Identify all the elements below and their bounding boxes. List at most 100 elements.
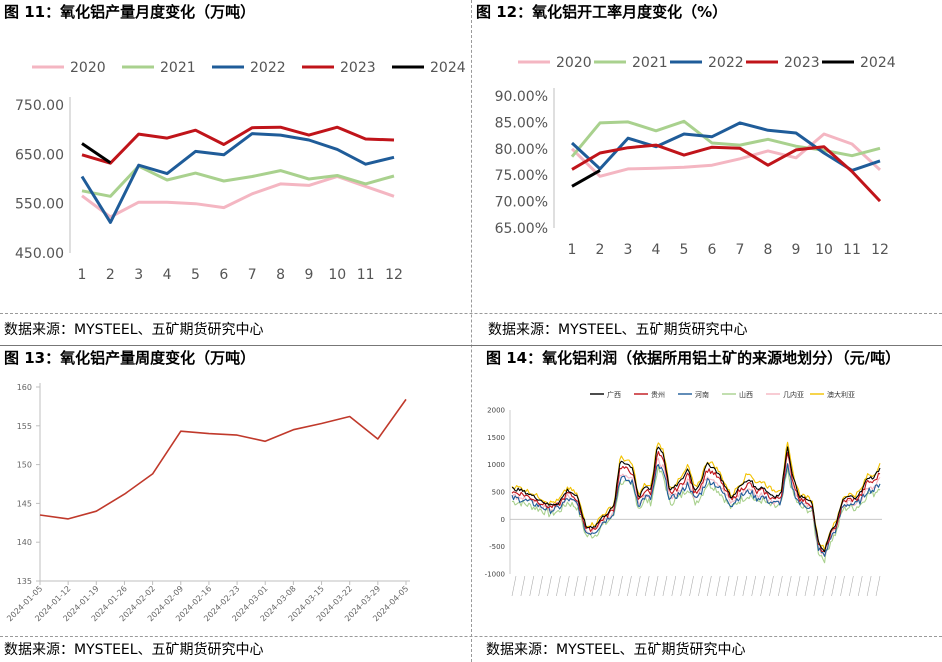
x-tick-mark xyxy=(831,575,836,597)
x-tick-mark xyxy=(769,575,774,597)
series-line-广西 xyxy=(511,446,881,553)
legend-label: 2021 xyxy=(160,60,196,76)
x-tick-label: 5 xyxy=(191,267,200,283)
x-tick-label: 8 xyxy=(276,267,285,283)
y-tick-label: 145 xyxy=(17,499,32,508)
x-tick-mark xyxy=(644,575,650,597)
figure-title: 图 11：氧化铝产量月度变化（万吨） xyxy=(4,3,256,21)
x-tick-mark xyxy=(520,575,526,597)
x-tick-mark xyxy=(662,575,668,597)
x-tick-mark xyxy=(627,575,632,597)
data-source: 数据来源：MYSTEEL、五矿期货研究中心 xyxy=(486,642,746,658)
x-tick-mark xyxy=(671,575,677,597)
x-tick-mark xyxy=(760,575,765,597)
y-tick-label: 500 xyxy=(492,489,505,497)
x-tick-label: 7 xyxy=(248,267,257,283)
x-tick-label: 4 xyxy=(652,242,661,258)
x-tick-mark xyxy=(556,575,561,597)
legend-label: 2023 xyxy=(784,55,820,71)
y-tick-label: 80.00% xyxy=(495,142,548,158)
x-tick-label: 3 xyxy=(134,267,143,283)
series-line-贵州 xyxy=(511,450,881,553)
x-tick-mark xyxy=(778,575,783,597)
x-tick-mark xyxy=(804,575,810,597)
y-tick-label: 650.00 xyxy=(15,147,64,163)
x-tick-label: 2 xyxy=(106,267,115,283)
y-tick-label: 85.00% xyxy=(495,115,548,131)
x-tick-label: 1 xyxy=(78,267,87,283)
y-tick-label: 135 xyxy=(17,577,32,586)
legend-label: 2024 xyxy=(860,55,896,71)
x-tick-mark xyxy=(866,575,872,597)
series-line-2024 xyxy=(81,142,112,164)
y-tick-label: 75.00% xyxy=(495,168,548,184)
x-tick-label: 11 xyxy=(357,267,375,283)
legend-label: 澳大利亚 xyxy=(827,390,855,399)
x-tick-mark xyxy=(840,575,845,597)
x-tick-mark xyxy=(822,575,828,597)
legend-label: 贵州 xyxy=(651,390,665,399)
panel-fig14: 图 14：氧化铝利润（依据所用铝土矿的来源地划分）（元/吨） 广西 贵州 河南 山西 几… xyxy=(472,346,942,662)
vertical-separator xyxy=(471,0,472,662)
weekly-output-chart: 1351401451501551602024-01-052024-01-1220… xyxy=(5,383,410,623)
x-tick-mark xyxy=(707,575,712,597)
panel-fig11: 图 11：氧化铝产量月度变化（万吨） 2020 2021 2022 2023 2024 4… xyxy=(0,0,471,345)
legend-label: 2020 xyxy=(70,60,106,76)
x-tick-label: 3 xyxy=(624,242,633,258)
x-tick-mark xyxy=(591,575,597,597)
y-tick-label: 90.00% xyxy=(495,89,548,105)
x-tick-mark xyxy=(751,575,757,597)
operating-rate-chart: 2020 2021 2022 2023 2024 65.00% 70.00% 75.00% 80… xyxy=(495,55,896,258)
x-tick-mark xyxy=(715,575,721,597)
profit-chart: 广西 贵州 河南 山西 几内亚 澳大利亚 -1000 -500 0 500 1000 1500 2000 xyxy=(485,390,882,597)
x-tick-mark xyxy=(609,575,614,597)
x-tick-mark xyxy=(857,575,863,597)
figure-title: 图 14：氧化铝利润（依据所用铝土矿的来源地划分）（元/吨） xyxy=(486,349,901,367)
figure-title: 图 13：氧化铝产量周度变化（万吨） xyxy=(4,349,256,367)
y-tick-label: 1500 xyxy=(487,434,505,442)
x-tick-mark xyxy=(538,575,543,597)
series-line-山西 xyxy=(511,465,881,564)
x-tick-mark xyxy=(813,575,819,597)
x-tick-mark xyxy=(689,575,694,597)
y-tick-label: 160 xyxy=(17,383,32,392)
legend-label: 2020 xyxy=(556,55,592,71)
data-source: 数据来源：MYSTEEL、五矿期货研究中心 xyxy=(4,322,264,338)
y-tick-label: -1000 xyxy=(485,571,505,579)
x-tick-mark xyxy=(547,575,552,597)
x-tick-label: 8 xyxy=(764,242,773,258)
y-tick-label: 450.00 xyxy=(15,246,64,262)
series-line-2021 xyxy=(81,164,395,198)
x-tick-mark xyxy=(573,575,579,597)
x-tick-label: 4 xyxy=(163,267,172,283)
y-tick-label: 1000 xyxy=(487,461,505,469)
series-line-澳大利亚 xyxy=(511,441,881,551)
series-line-2024 xyxy=(571,169,601,188)
y-tick-label: 750.00 xyxy=(15,98,64,114)
y-tick-label: 150 xyxy=(17,461,32,470)
legend-label: 2022 xyxy=(250,60,286,76)
x-tick-mark xyxy=(529,575,535,597)
series-line-2020 xyxy=(570,132,882,178)
x-tick-mark xyxy=(875,575,881,597)
series-line xyxy=(39,398,407,520)
y-tick-label: 70.00% xyxy=(495,195,548,211)
x-tick-mark xyxy=(618,575,623,597)
legend-label: 2022 xyxy=(708,55,744,71)
series-line-几内亚 xyxy=(511,457,881,557)
y-tick-label: 2000 xyxy=(487,407,505,415)
x-tick-label: 1 xyxy=(568,242,577,258)
x-tick-label: 12 xyxy=(871,242,889,258)
series-line-河南 xyxy=(511,463,881,557)
x-tick-label: 10 xyxy=(328,267,346,283)
legend-label: 2021 xyxy=(632,55,668,71)
x-tick-mark xyxy=(511,575,517,597)
x-tick-mark xyxy=(680,575,685,597)
x-tick-label: 11 xyxy=(843,242,861,258)
legend-label: 几内亚 xyxy=(783,390,804,399)
panel-fig13: 图 13：氧化铝产量周度变化（万吨） 135 140 145 150 155 160 202… xyxy=(0,346,471,662)
x-tick-label: 6 xyxy=(219,267,228,283)
x-tick-mark xyxy=(635,575,641,597)
x-tick-mark xyxy=(724,575,730,597)
legend-label: 2023 xyxy=(340,60,376,76)
